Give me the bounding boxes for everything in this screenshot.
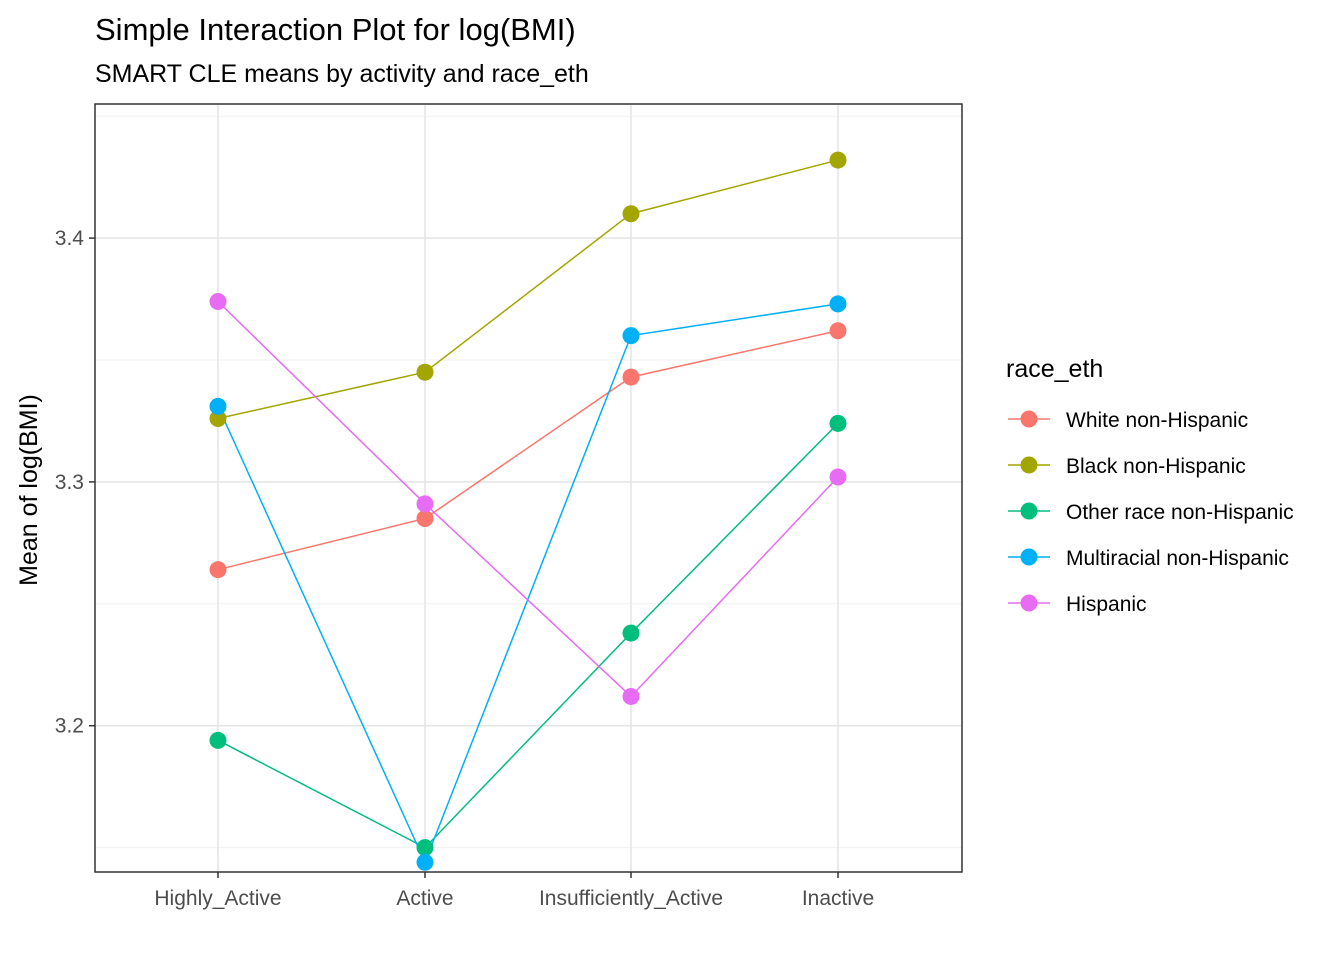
legend-key-point [1020,456,1038,474]
data-point [622,687,640,705]
data-point [209,410,227,428]
series-line [217,300,839,698]
panel-border [94,103,963,873]
data-point [209,397,227,415]
y-axis-title: Mean of log(BMI) [15,394,43,586]
legend-label: Hispanic [1066,593,1147,616]
legend-label: Other race non-Hispanic [1066,501,1294,524]
chart-subtitle: SMART CLE means by activity and race_eth [95,60,589,88]
data-point [829,151,847,169]
data-point [209,292,227,310]
data-point [416,839,434,857]
series-points [209,151,847,871]
grid-lines [95,104,962,872]
x-tick-label: Highly_Active [154,887,281,910]
legend-label: Multiracial non-Hispanic [1066,547,1289,570]
y-tick-label: 3.2 [55,715,84,738]
legend-label: Black non-Hispanic [1066,455,1246,478]
legend-key-point [1020,410,1038,428]
data-point [829,295,847,313]
x-tick-label: Inactive [802,887,874,910]
series-lines [217,159,839,865]
data-point [829,414,847,432]
data-point [622,368,640,386]
data-point [416,363,434,381]
x-tick-label: Insufficiently_Active [539,887,723,910]
legend-label: White non-Hispanic [1066,409,1248,432]
series-line [217,422,839,849]
legend-key-point [1020,502,1038,520]
data-point [829,468,847,486]
data-point [622,205,640,223]
data-point [416,509,434,527]
y-tick-label: 3.4 [55,227,85,250]
data-point [622,327,640,345]
data-point [209,731,227,749]
legend-key-point [1020,594,1038,612]
series-line [217,303,839,865]
data-point [622,624,640,642]
axes: 3.2 3.3 3.4 Highly_Active Active Insufficient… [55,227,874,910]
series-line [217,159,839,420]
data-point [416,495,434,513]
legend-title: race_eth [1006,355,1103,383]
legend: race_eth White non-Hispanic Black non-His… [1006,355,1294,616]
legend-key-point [1020,548,1038,566]
data-point [416,853,434,871]
y-tick-label: 3.3 [55,471,84,494]
data-point [829,322,847,340]
x-tick-label: Active [396,887,453,910]
data-point [209,561,227,579]
chart-title: Simple Interaction Plot for log(BMI) [95,12,576,47]
series-line [217,330,839,571]
